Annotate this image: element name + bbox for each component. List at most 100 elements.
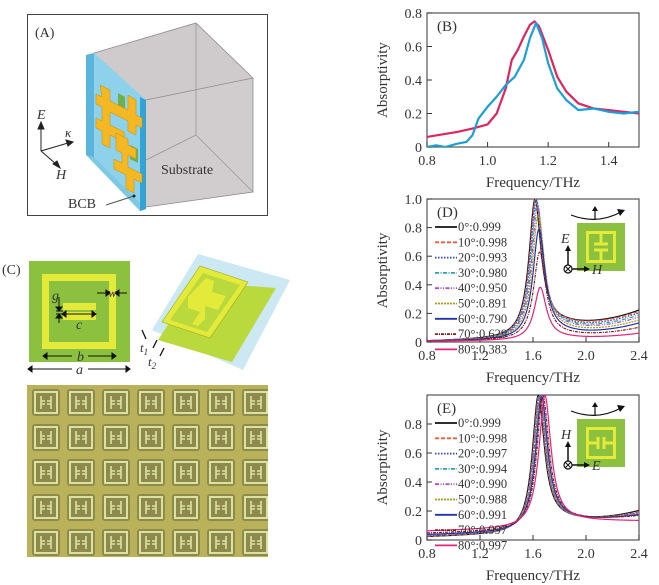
unit-cell-inset xyxy=(577,419,625,467)
micrograph-cell xyxy=(172,529,200,556)
x-axis-label: Frequency/THz xyxy=(486,175,580,191)
resonator-pattern xyxy=(95,84,143,194)
micrograph-cell xyxy=(102,389,130,416)
dim-w: w xyxy=(108,285,117,300)
micrograph-cell xyxy=(67,494,95,521)
y-tick-label: 0.8 xyxy=(405,222,423,237)
field-axes xyxy=(37,120,75,170)
micrograph-cell xyxy=(207,389,235,416)
inset-axis-up-label: E xyxy=(560,232,570,247)
x-axis-label: Frequency/THz xyxy=(486,370,580,386)
inset-axis-right-label: E xyxy=(591,459,601,474)
panel-a-label: (A) xyxy=(35,26,55,41)
series-line-red xyxy=(427,20,639,139)
micrograph-cell xyxy=(242,494,268,521)
panel-c: (C) g w c b a xyxy=(0,252,360,382)
micrograph-cell xyxy=(32,459,60,486)
micrograph-cell xyxy=(242,459,268,486)
legend-entry: 10°:0.998 xyxy=(458,235,507,249)
x-tick-label: 1.2 xyxy=(539,154,557,169)
x-tick-label: 1.2 xyxy=(471,349,489,364)
micrograph-cell xyxy=(172,424,200,451)
micrograph-cell xyxy=(32,494,60,521)
inset-axis-right-label: H xyxy=(591,263,603,278)
chart-panel-d: 0.8 1.2 1.6 2.0 2.4 0 0.2 0.4 0.6 0.8 1.0 Frequency… xyxy=(375,193,648,386)
polarization-inset: HE xyxy=(560,402,625,474)
series-group xyxy=(427,20,639,147)
panel-label: (E) xyxy=(437,401,456,417)
y-tick-label: 0.4 xyxy=(405,74,423,89)
micrograph-cell xyxy=(207,424,235,451)
dim-b: b xyxy=(77,350,84,365)
series-group xyxy=(427,199,639,342)
legend-entry: 80°:0.383 xyxy=(458,342,507,356)
legend-entry: 10°:0.998 xyxy=(458,431,507,445)
micrograph-cell xyxy=(67,459,95,486)
legend-entry: 30°:0.980 xyxy=(458,266,507,280)
x-tick-label: 2.4 xyxy=(630,349,648,364)
e-axis-label: E xyxy=(36,108,46,123)
series-line-800997 xyxy=(427,395,639,532)
y-tick-label: 0 xyxy=(415,534,422,549)
inset-axis-up-label: H xyxy=(560,428,572,443)
substrate-label: Substrate xyxy=(161,163,213,178)
series-line-100998 xyxy=(427,395,639,537)
legend-entry: 60°:0.991 xyxy=(458,508,507,522)
dim-t1: t1 xyxy=(140,340,148,357)
micrograph-cell xyxy=(32,424,60,451)
micrograph-cell xyxy=(172,389,200,416)
x-tick-label: 1.6 xyxy=(524,547,542,562)
y-tick-label: 0.8 xyxy=(405,7,423,22)
legend-entry: 80°:0.997 xyxy=(458,538,507,552)
polarization-inset: EH xyxy=(560,206,625,278)
legend-entry: 60°:0.790 xyxy=(458,312,507,326)
series-line-blue xyxy=(427,21,639,147)
unit-cell-schematic: (C) g w c b a xyxy=(2,254,290,378)
micrograph-cell xyxy=(102,529,130,556)
x-tick-label: 2.4 xyxy=(630,547,648,562)
panel-a: E κ H Substrate BCB (A) xyxy=(27,14,268,216)
micrograph-cell xyxy=(137,459,165,486)
legend-entry: 40°:0.950 xyxy=(458,281,507,295)
dim-g: g xyxy=(52,289,59,304)
micrograph-cell xyxy=(172,494,200,521)
micrograph-cell xyxy=(67,529,95,556)
legend-entry: 30°:0.994 xyxy=(458,462,508,476)
micrograph-cell xyxy=(207,459,235,486)
dim-t2: t2 xyxy=(148,354,157,371)
legend-entry: 50°:0.988 xyxy=(458,493,507,507)
x-tick-label: 0.8 xyxy=(418,349,436,364)
x-tick-label: 1.4 xyxy=(600,154,618,169)
micrograph-cell xyxy=(242,529,268,556)
legend-entry: 0°:0.999 xyxy=(458,220,501,234)
legend-entry: 0°:0.999 xyxy=(458,416,501,430)
bcb-leader-line xyxy=(105,195,135,206)
y-tick-label: 0.6 xyxy=(405,447,423,462)
dim-c: c xyxy=(76,318,83,333)
rotation-arrow-icon xyxy=(570,211,622,220)
k-axis-label: κ xyxy=(65,125,72,140)
series-line-800383 xyxy=(427,286,639,342)
legend-entry: 20°:0.997 xyxy=(458,447,507,461)
micrograph-cell xyxy=(67,424,95,451)
y-tick-label: 0.8 xyxy=(405,418,423,433)
legend-entry: 70°:0.629 xyxy=(458,327,507,341)
substrate-top-face xyxy=(94,23,253,100)
series-line-700629 xyxy=(427,251,639,342)
series-line-500891 xyxy=(427,213,639,342)
rotation-arrow-icon xyxy=(570,407,622,416)
micrograph-cell xyxy=(207,494,235,521)
panel-label: (D) xyxy=(437,205,458,221)
micrograph-cell xyxy=(67,389,95,416)
x-tick-label: 1.0 xyxy=(479,154,497,169)
y-axis-label: Absorptivity xyxy=(375,429,391,505)
micrograph-cell xyxy=(102,494,130,521)
y-tick-label: 0 xyxy=(415,141,422,156)
y-tick-label: 0.6 xyxy=(405,250,423,265)
micrograph-cell xyxy=(172,459,200,486)
micrograph-cell xyxy=(207,529,235,556)
sample-micrograph xyxy=(27,385,268,557)
chart-panel-e: 0.8 1.2 1.6 2.0 2.4 0 0.2 0.4 0.6 0.8 Frequency/TH… xyxy=(375,394,648,584)
micrograph-array xyxy=(32,389,268,556)
y-tick-label: 1.0 xyxy=(405,193,423,208)
